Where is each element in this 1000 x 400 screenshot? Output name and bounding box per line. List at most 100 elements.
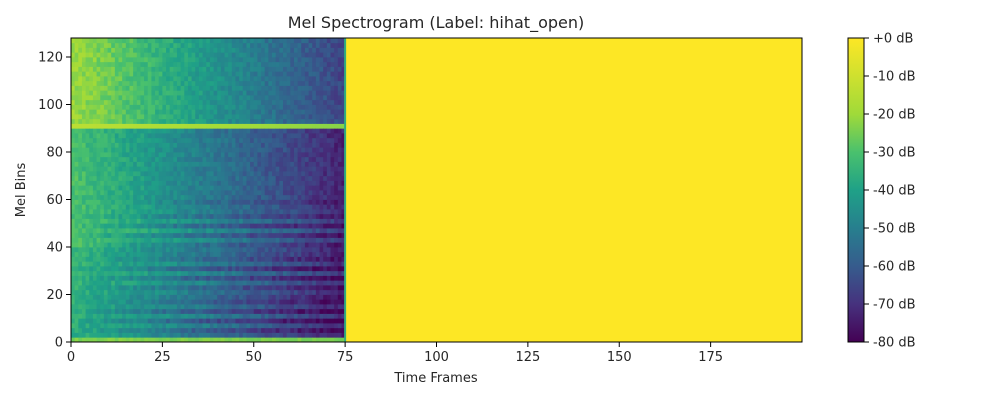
heatmap-cell xyxy=(246,299,251,305)
heatmap-cell xyxy=(228,308,233,314)
heatmap-cell xyxy=(125,289,130,295)
heatmap-cell xyxy=(129,204,134,210)
heatmap-cell xyxy=(250,209,255,215)
heatmap-cell xyxy=(187,180,193,186)
heatmap-cell xyxy=(239,85,244,91)
heatmap-cell xyxy=(176,237,182,243)
heatmap-cell xyxy=(136,147,141,153)
heatmap-cell xyxy=(337,128,342,134)
heatmap-cell xyxy=(279,228,284,234)
heatmap-cell xyxy=(209,199,214,205)
heatmap-cell xyxy=(231,175,236,181)
heatmap-cell xyxy=(239,232,244,238)
heatmap-cell xyxy=(147,209,152,215)
heatmap-cell xyxy=(129,38,134,44)
heatmap-cell xyxy=(198,147,203,153)
heatmap-cell xyxy=(184,85,189,91)
heatmap-cell xyxy=(228,185,233,191)
heatmap-cell xyxy=(114,251,119,257)
heatmap-cell xyxy=(257,337,262,343)
heatmap-cell xyxy=(118,156,123,162)
heatmap-cell xyxy=(264,90,269,96)
heatmap-cell xyxy=(158,323,163,329)
heatmap-cell xyxy=(330,242,335,248)
heatmap-cell xyxy=(122,123,127,129)
heatmap-cell xyxy=(323,114,328,120)
heatmap-cell xyxy=(312,337,317,343)
heatmap-cell xyxy=(315,308,320,314)
heatmap-cell xyxy=(169,209,174,215)
heatmap-cell xyxy=(341,337,346,343)
heatmap-cell xyxy=(253,242,258,248)
heatmap-cell xyxy=(253,213,258,219)
heatmap-cell xyxy=(272,332,277,338)
heatmap-cell xyxy=(118,142,123,148)
heatmap-cell xyxy=(158,266,163,272)
heatmap-cell xyxy=(308,256,313,262)
heatmap-cell xyxy=(308,76,313,82)
heatmap-cell xyxy=(122,327,127,333)
heatmap-cell xyxy=(125,137,130,143)
heatmap-cell xyxy=(217,289,222,295)
heatmap-cell xyxy=(151,313,156,319)
heatmap-cell xyxy=(140,199,145,205)
heatmap-cell xyxy=(162,142,167,148)
heatmap-cell xyxy=(264,299,269,305)
heatmap-cell xyxy=(304,294,309,300)
heatmap-cell xyxy=(180,313,185,319)
heatmap-cell xyxy=(111,304,116,310)
heatmap-cell xyxy=(330,251,335,257)
heatmap-cell xyxy=(341,76,346,82)
heatmap-cell xyxy=(158,71,163,77)
heatmap-cell xyxy=(114,327,119,333)
heatmap-cell xyxy=(231,242,236,248)
heatmap-cell xyxy=(220,337,225,343)
heatmap-cell xyxy=(282,42,288,48)
heatmap-cell xyxy=(92,318,97,324)
heatmap-cell xyxy=(100,237,105,243)
heatmap-cell xyxy=(272,266,277,272)
heatmap-cell xyxy=(279,308,284,314)
heatmap-cell xyxy=(246,137,251,143)
heatmap-cell xyxy=(176,161,182,167)
heatmap-cell xyxy=(136,42,141,48)
heatmap-cell xyxy=(330,299,335,305)
heatmap-cell xyxy=(118,95,123,101)
heatmap-cell xyxy=(147,152,152,158)
heatmap-cell xyxy=(111,109,116,115)
heatmap-cell xyxy=(319,104,324,110)
heatmap-cell xyxy=(301,237,306,243)
heatmap-cell xyxy=(246,147,251,153)
heatmap-cell xyxy=(74,308,79,314)
heatmap-cell xyxy=(275,152,280,158)
heatmap-cell xyxy=(122,104,127,110)
heatmap-cell xyxy=(96,52,101,58)
heatmap-cell xyxy=(326,332,331,338)
heatmap-cell xyxy=(78,71,83,77)
heatmap-cell xyxy=(220,123,225,129)
heatmap-cell xyxy=(176,142,182,148)
heatmap-cell xyxy=(228,147,233,153)
heatmap-cell xyxy=(162,289,167,295)
heatmap-cell xyxy=(250,71,255,77)
heatmap-cell xyxy=(290,280,295,286)
heatmap-cell xyxy=(293,199,299,205)
heatmap-cell xyxy=(264,66,269,72)
heatmap-cell xyxy=(114,52,119,58)
heatmap-cell xyxy=(144,171,149,177)
heatmap-cell xyxy=(81,256,87,262)
heatmap-cell xyxy=(129,251,134,257)
heatmap-cell xyxy=(286,294,291,300)
heatmap-cell xyxy=(293,289,299,295)
heatmap-cell xyxy=(297,95,302,101)
heatmap-cell xyxy=(81,213,87,219)
heatmap-cell xyxy=(155,327,160,333)
heatmap-cell xyxy=(173,185,178,191)
heatmap-cell xyxy=(100,118,105,124)
heatmap-cell xyxy=(147,275,152,281)
heatmap-cell xyxy=(78,95,83,101)
heatmap-cell xyxy=(282,308,288,314)
heatmap-cell xyxy=(136,261,141,267)
heatmap-cell xyxy=(122,256,127,262)
heatmap-cell xyxy=(122,71,127,77)
